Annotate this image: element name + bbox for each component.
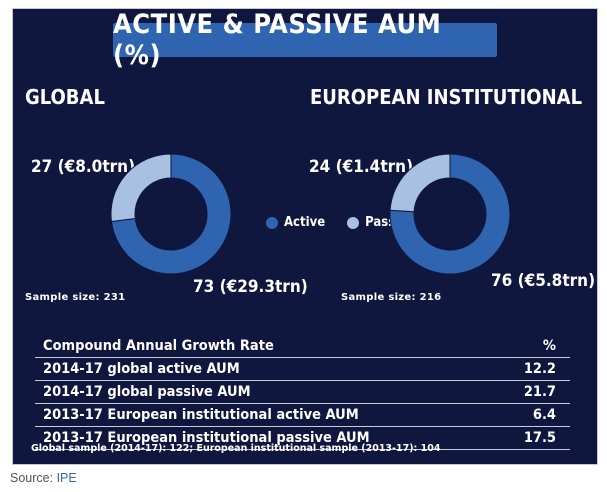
european-panel-title: EUROPEAN INSTITUTIONAL	[310, 85, 583, 109]
legend-passive-swatch	[347, 216, 360, 229]
infographic-panel: ACTIVE & PASSIVE AUM (%) GLOBAL 27 (€8.0…	[12, 8, 598, 465]
european-slice-active	[389, 153, 511, 275]
growth-rate-table: Compound Annual Growth Rate % 2014-17 gl…	[35, 335, 570, 450]
global-active-label: 73 (€29.3trn)	[193, 277, 308, 297]
sample-footnote: Global sample (2014-17): 122; European i…	[31, 443, 441, 454]
table-header-label: Compound Annual Growth Rate	[43, 338, 274, 354]
table-row-value: 12.2	[523, 361, 556, 377]
table-header: Compound Annual Growth Rate %	[35, 335, 570, 358]
table-row: 2014-17 global active AUM 12.2	[35, 358, 570, 381]
table-row-label: 2014-17 global active AUM	[43, 361, 240, 377]
table-row: 2013-17 European institutional active AU…	[35, 404, 570, 427]
european-donut-chart	[389, 153, 511, 275]
table-row-label: 2013-17 European institutional passive A…	[43, 430, 370, 446]
source-prefix: Source:	[10, 471, 57, 485]
table-row-value: 17.5	[523, 430, 556, 446]
source-link[interactable]: IPE	[56, 471, 77, 485]
chart-title: ACTIVE & PASSIVE AUM (%)	[113, 9, 497, 71]
global-donut-chart	[110, 153, 232, 275]
legend-active-label: Active	[284, 215, 326, 230]
table-header-value: %	[542, 338, 556, 354]
european-passive-label: 24 (€1.4trn)	[309, 157, 414, 177]
european-active-label: 76 (€5.8trn)	[491, 271, 596, 291]
global-slice-active	[110, 153, 232, 275]
table-row: 2013-17 European institutional passive A…	[35, 427, 570, 450]
table-row-label: 2013-17 European institutional active AU…	[43, 407, 359, 423]
global-passive-label: 27 (€8.0trn)	[31, 157, 136, 177]
global-slice-passive	[110, 153, 172, 223]
global-panel-title: GLOBAL	[25, 85, 105, 109]
table-row-value: 6.4	[532, 407, 556, 423]
table-row-label: 2014-17 global passive AUM	[43, 384, 251, 400]
table-row-value: 21.7	[523, 384, 556, 400]
european-sample-size: Sample size: 216	[341, 292, 442, 303]
global-sample-size: Sample size: 231	[25, 292, 126, 303]
source-credit: Source: IPE	[10, 471, 77, 485]
legend-active-swatch	[266, 216, 278, 229]
european-slice-passive	[389, 153, 451, 213]
table-row: 2014-17 global passive AUM 21.7	[35, 381, 570, 404]
